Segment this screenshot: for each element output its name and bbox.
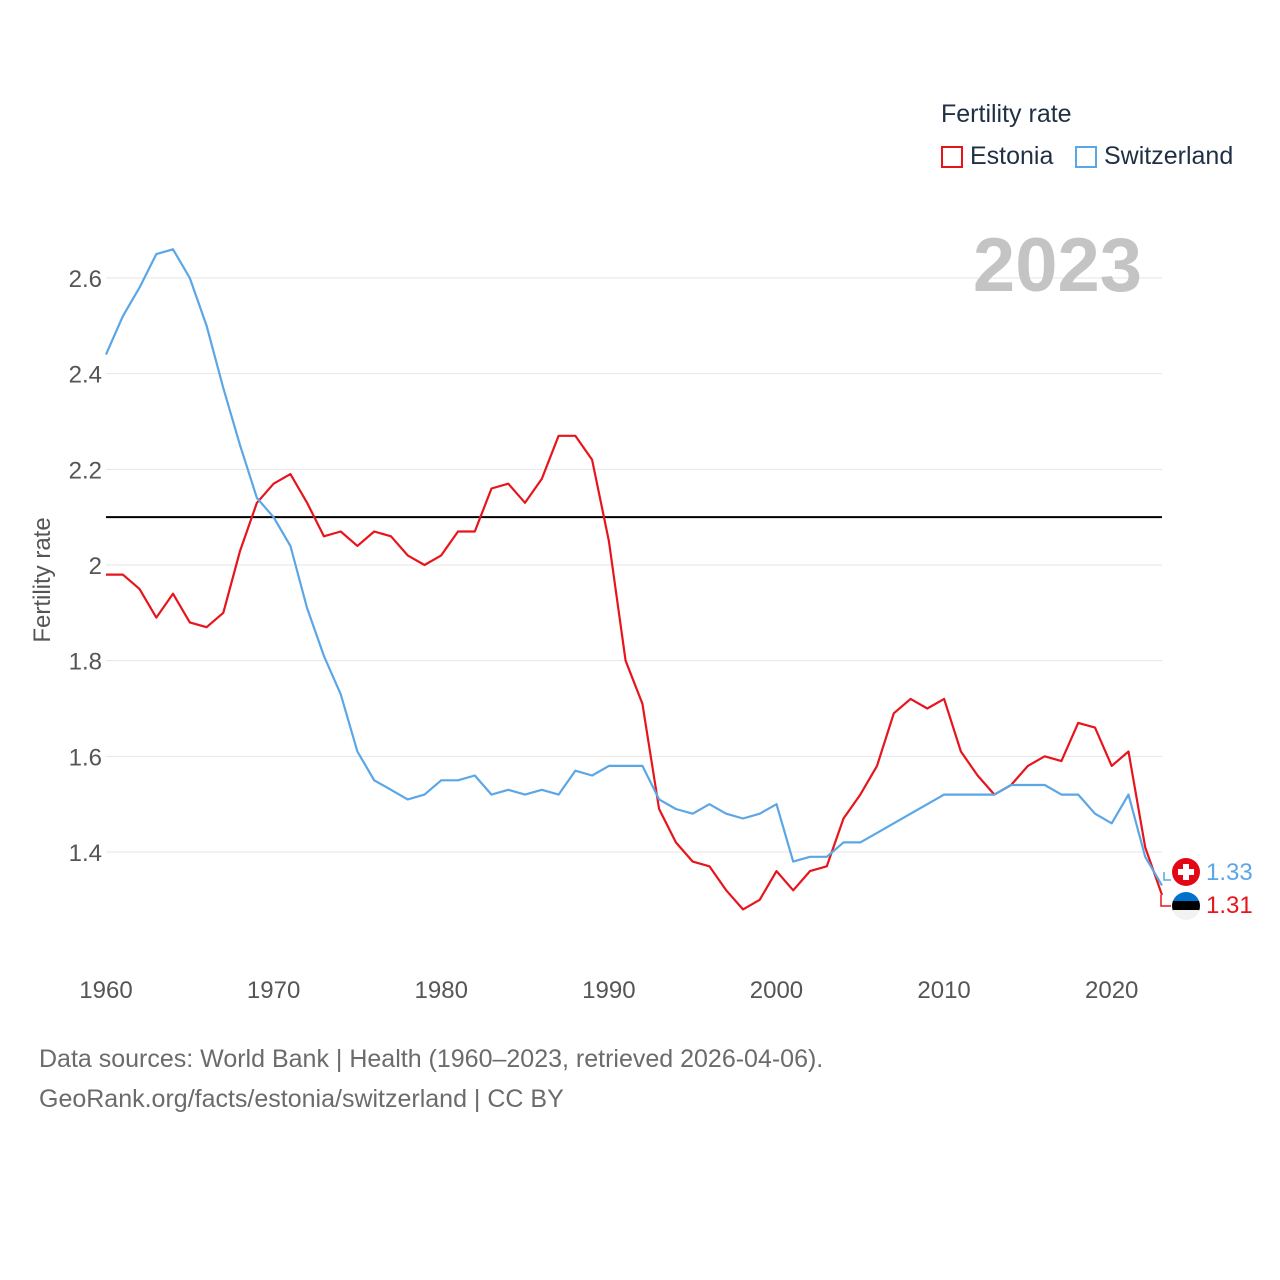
y-tick-label: 1.4 [69, 840, 102, 867]
x-tick-label: 2020 [1085, 977, 1138, 1004]
y-axis-label: Fertility rate [29, 517, 56, 642]
series-lines [104, 248, 1164, 911]
switzerland-end-value: 1.33 [1206, 859, 1253, 886]
x-tick-label: 2000 [750, 977, 803, 1004]
switzerland-end-marker: 1.33 [1163, 858, 1253, 886]
source-line-1: Data sources: World Bank | Health (1960–… [39, 1045, 824, 1073]
series-line-switzerland [104, 248, 1163, 887]
legend-item-estonia[interactable]: Estonia [941, 142, 1053, 171]
x-tick-label: 1990 [582, 977, 635, 1004]
y-tick-label: 2 [89, 553, 102, 580]
legend-swatch-switzerland [1075, 145, 1097, 168]
estonia-end-value: 1.31 [1206, 892, 1253, 919]
source-line-2[interactable]: GeoRank.org/facts/estonia/switzerland | … [39, 1085, 564, 1113]
legend-title: Fertility rate [941, 100, 1072, 128]
year-label: 2023 [972, 223, 1142, 308]
y-axis-ticks: 1.4 1.6 1.8 2 2.2 2.4 2.6 [69, 266, 102, 867]
x-tick-label: 2010 [917, 977, 970, 1004]
estonia-end-marker: 1.31 [1160, 892, 1253, 920]
x-tick-label: 1960 [79, 977, 132, 1004]
series-line-estonia [106, 434, 1164, 911]
x-tick-label: 1970 [247, 977, 300, 1004]
grid-lines [106, 277, 1162, 853]
estonia-flag-icon [1172, 892, 1200, 920]
y-tick-label: 2.6 [69, 266, 102, 293]
y-tick-label: 1.6 [69, 744, 102, 771]
y-tick-label: 1.8 [69, 649, 102, 676]
y-tick-label: 2.4 [69, 362, 102, 389]
x-axis-ticks: 1960 1970 1980 1990 2000 2010 2020 [79, 977, 1138, 1004]
y-tick-label: 2.2 [69, 457, 102, 484]
legend-label-switzerland: Switzerland [1104, 142, 1234, 170]
legend-item-switzerland[interactable]: Switzerland [1075, 142, 1233, 171]
legend-swatch-estonia [941, 145, 963, 168]
x-tick-label: 1980 [415, 977, 468, 1004]
legend-label-estonia: Estonia [970, 142, 1054, 170]
